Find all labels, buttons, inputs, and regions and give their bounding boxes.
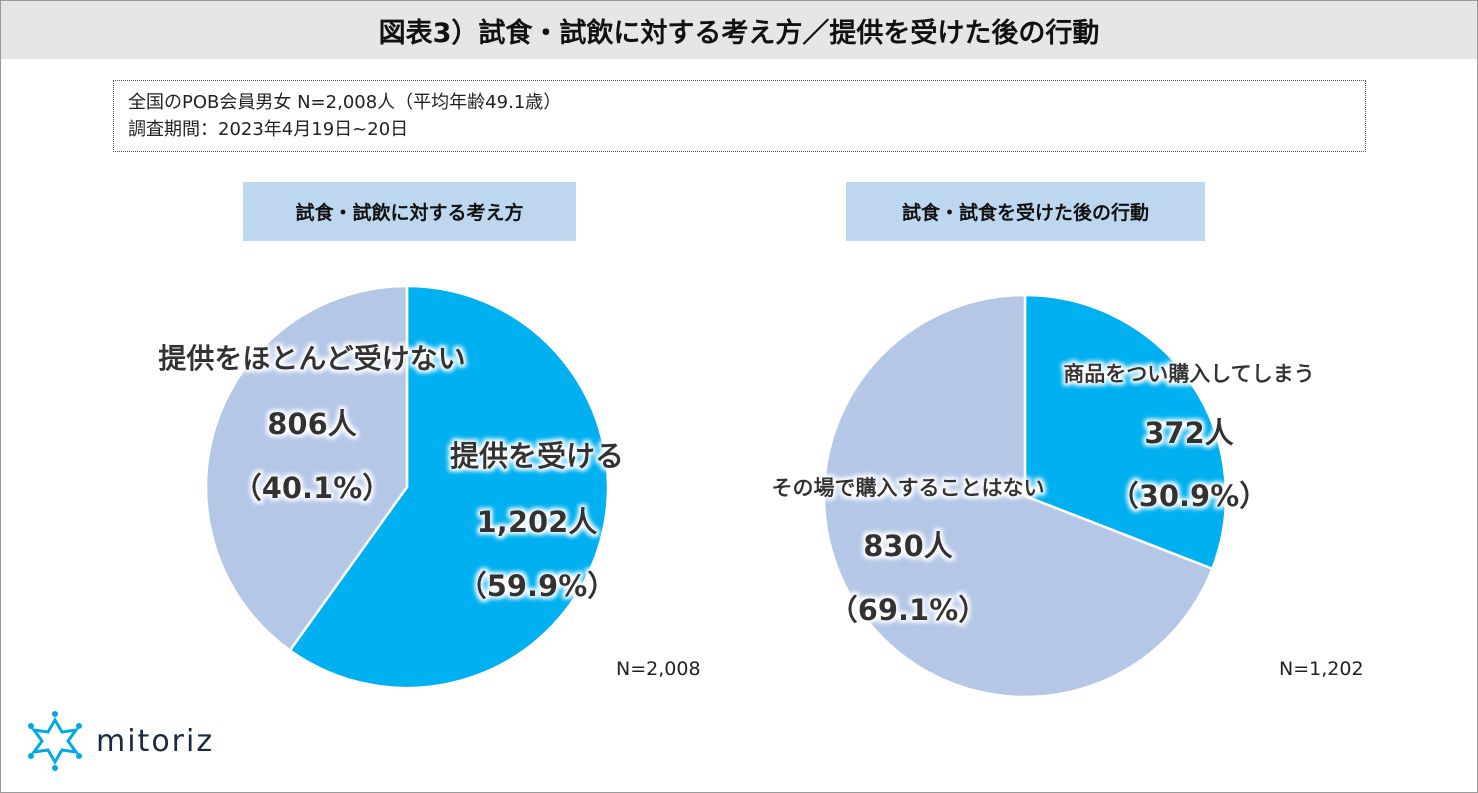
pie-left-slice-rarely-receive [204,284,409,653]
pie-right-count-buy: 372人 [1144,416,1234,450]
pie-left-count-receive: 1,202人 [477,505,598,539]
survey-info-box: 全国のPOB会員男女 N=2,008人（平均年齢49.1歳） 調査期間：2023… [113,80,1366,152]
pie-right-slice-buy [1023,293,1228,571]
pie-right [822,293,1228,699]
survey-period-text: 調査期間：2023年4月19日~20日 [128,119,409,140]
pie-left [204,284,610,690]
pie-left-label-rarely-receive: 提供をほとんど受けない [158,342,465,375]
brand-logo: mitoriz [24,710,214,772]
survey-sample-text: 全国のPOB会員男女 N=2,008人（平均年齢49.1歳） [128,92,562,113]
pie-right-pct-no-buy: （69.1%） [829,593,988,627]
pie-left-count-rarely-receive: 806人 [267,407,357,441]
figure-title: 図表3）試食・試飲に対する考え方／提供を受けた後の行動 [1,1,1477,59]
sample-size-left: N=2,008 [616,658,701,680]
chart-title-right: 試食・試食を受けた後の行動 [846,182,1205,241]
starburst-logo-icon [28,711,82,771]
pie-right-pct-buy: （30.9%） [1110,479,1269,513]
pie-right-label-no-buy: その場で購入することはない [772,476,1045,500]
pie-left-label-receive: 提供を受ける [450,439,624,473]
sample-size-right: N=1,202 [1279,658,1364,680]
pie-left-pct-rarely-receive: （40.1%） [233,471,392,505]
pie-left-pct-receive: （59.9%） [458,569,617,603]
pie-right-slice-no-buy [822,293,1214,699]
chart-title-left: 試食・試飲に対する考え方 [243,182,576,241]
pie-right-count-no-buy: 830人 [863,529,953,563]
brand-name: mitoriz [96,723,215,759]
pie-right-label-buy: 商品をつい購入してしまう [1063,362,1314,386]
pie-left-slice-receive [288,284,610,690]
